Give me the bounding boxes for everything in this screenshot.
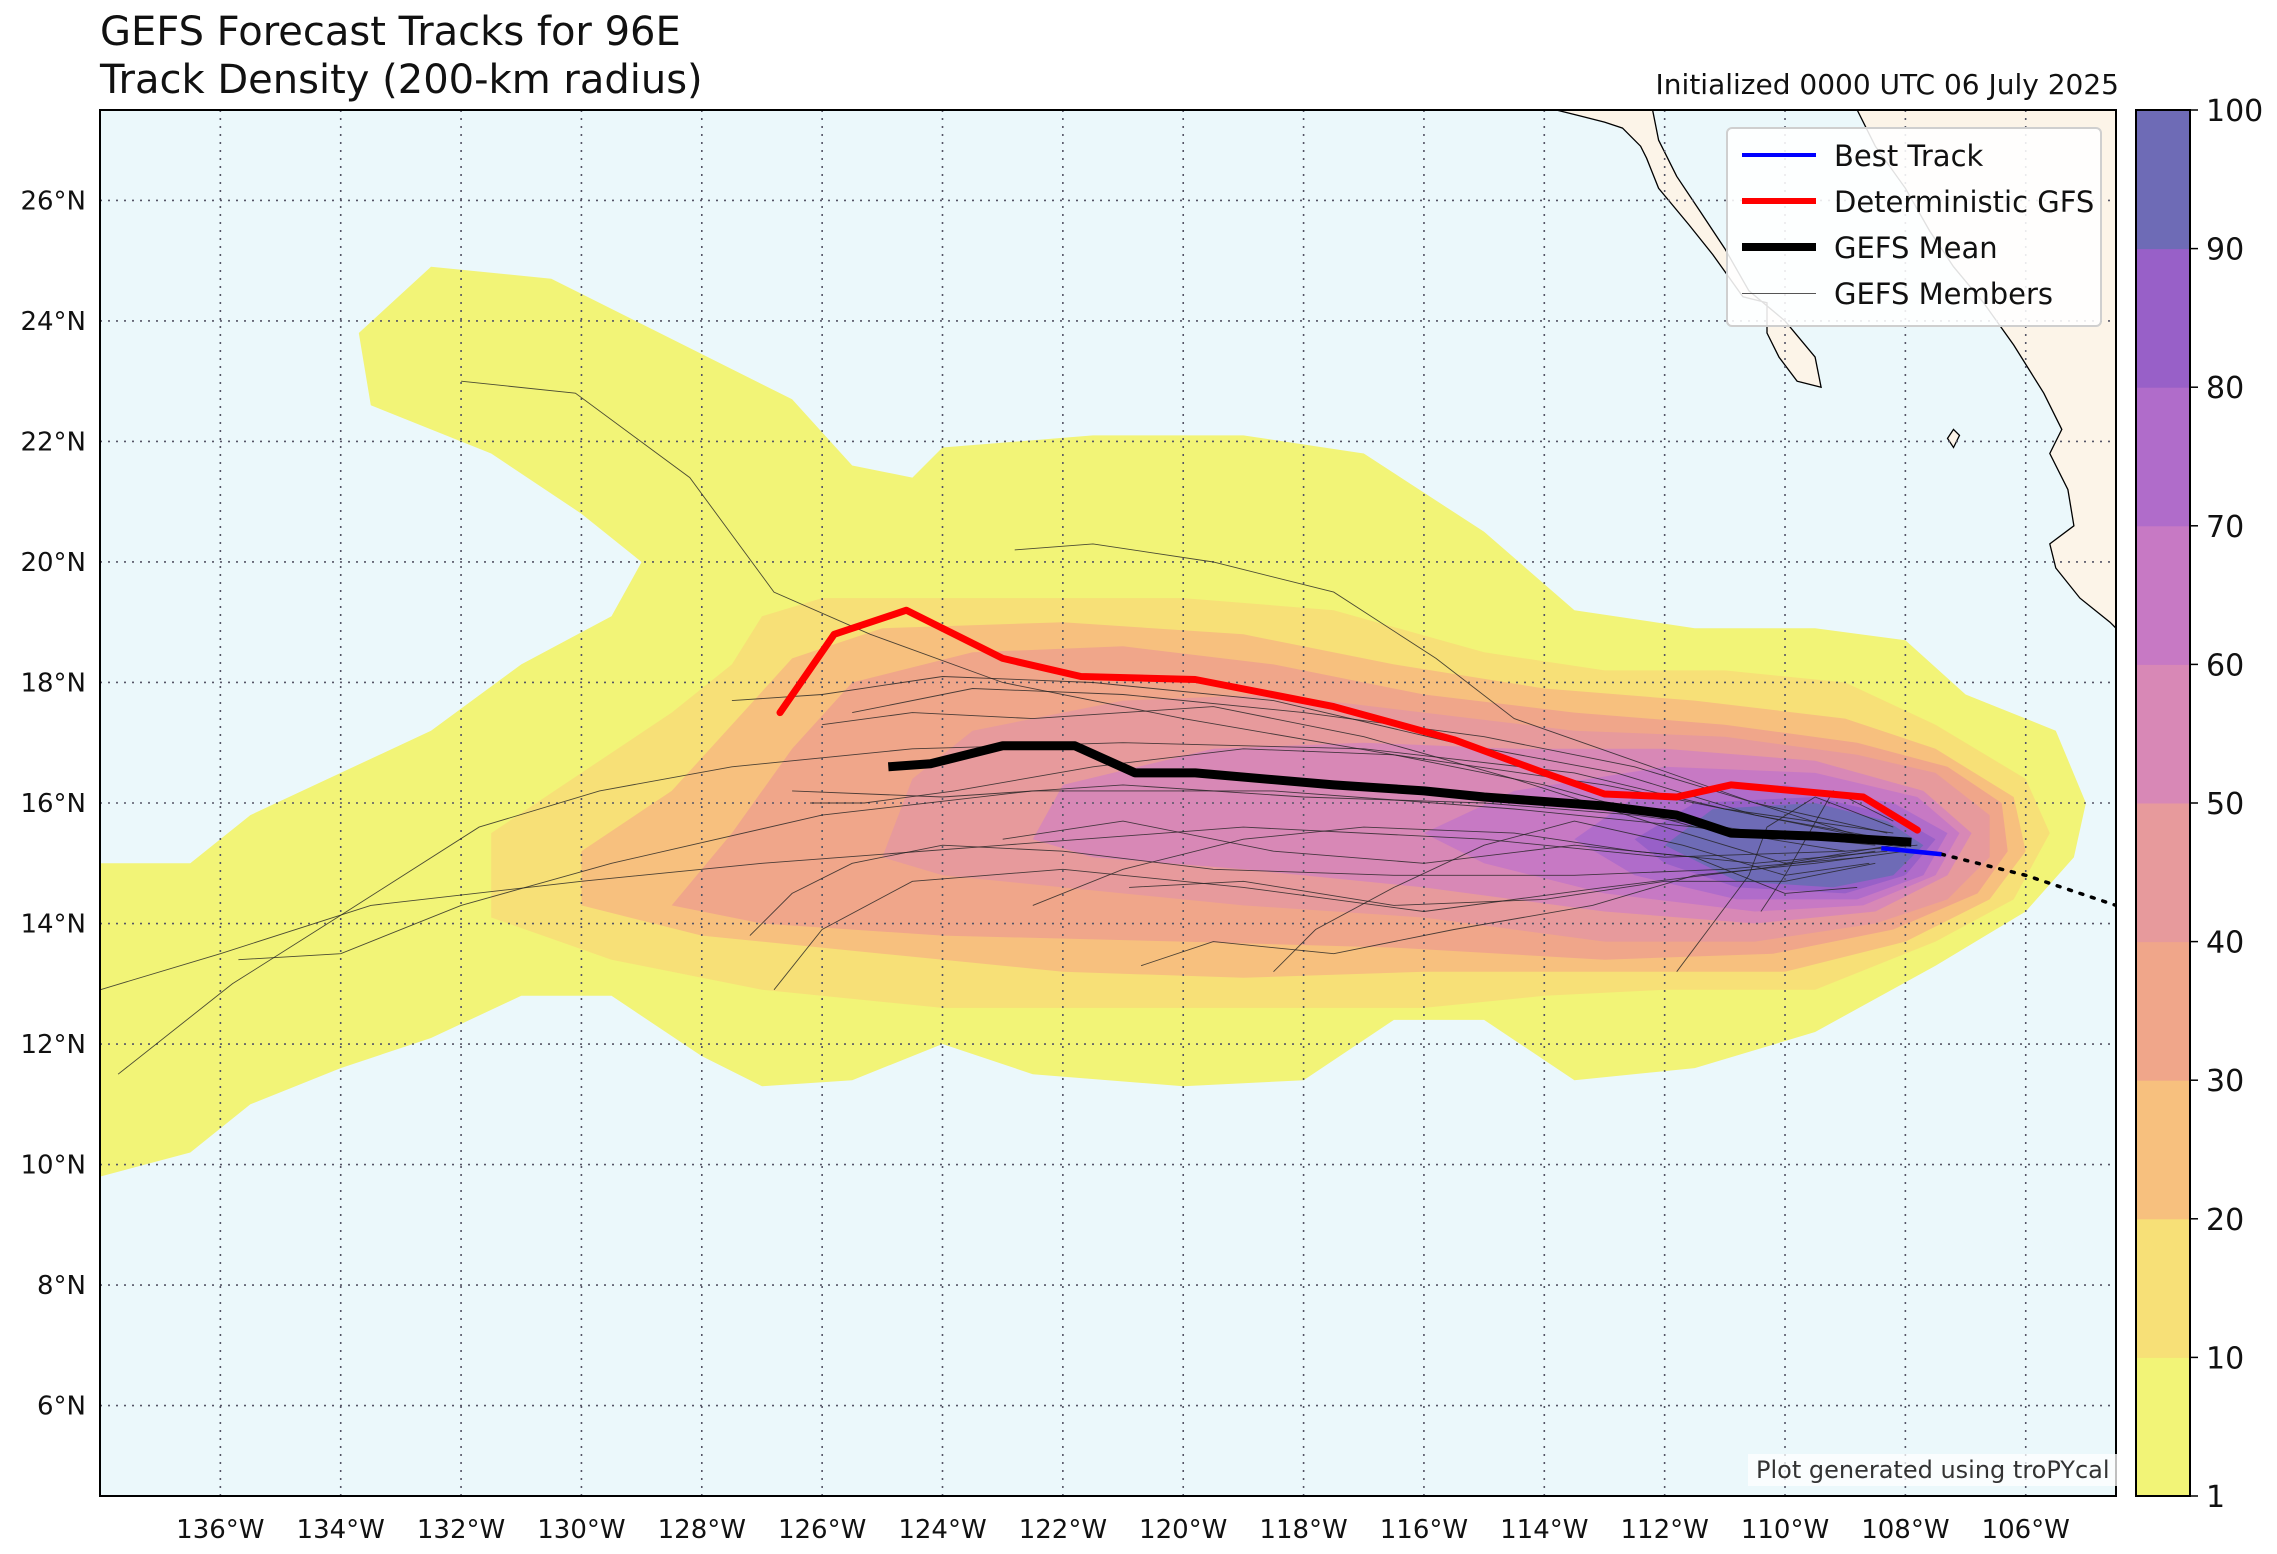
map-title: GEFS Forecast Tracks for 96E: [100, 9, 681, 55]
lon-tick-label: 134°W: [297, 1515, 385, 1545]
colorbar-label: 40: [2206, 926, 2244, 961]
colorbar-band-50: [2136, 664, 2190, 804]
lon-tick-label: 136°W: [176, 1515, 264, 1545]
colorbar-label: 20: [2206, 1203, 2244, 1238]
colorbar-label: 30: [2206, 1064, 2244, 1099]
lon-tick-label: 108°W: [1861, 1515, 1949, 1545]
colorbar-band-10: [2136, 1218, 2190, 1358]
legend-deterministic-gfs-label: Deterministic GFS: [1834, 185, 2095, 219]
lon-tick-label: 130°W: [537, 1515, 625, 1545]
lat-tick-label: 20°N: [20, 548, 86, 578]
best-track: [1881, 845, 1942, 857]
gefs-member-track-3: [238, 790, 1876, 961]
gefs-member-track-6: [749, 844, 1864, 936]
gefs-member-track-11: [1129, 862, 1876, 906]
legend-deterministic-gfs: Deterministic GFS: [1728, 183, 2100, 223]
legend: Best Track Deterministic GFS GEFS Mean G…: [1726, 127, 2102, 327]
legend-gefs-mean: GEFS Mean: [1728, 229, 2100, 269]
legend-gefs-members-label: GEFS Members: [1834, 277, 2053, 311]
lon-tick-label: 116°W: [1380, 1515, 1468, 1545]
lon-tick-label: 126°W: [778, 1515, 866, 1545]
lon-tick-label: 132°W: [417, 1515, 505, 1545]
lon-tick-label: 128°W: [658, 1515, 746, 1545]
colorbar-label: 90: [2206, 233, 2244, 268]
lat-tick-label: 22°N: [20, 427, 86, 457]
gefs-member-track-2: [100, 826, 1918, 991]
credit-text: Plot generated using troPYcal: [1748, 1454, 2118, 1486]
lat-tick-label: 12°N: [20, 1030, 86, 1060]
initialized-time: Initialized 0000 UTC 06 July 2025: [1655, 68, 2119, 101]
lat-tick-label: 6°N: [37, 1392, 86, 1422]
colorbar-band-20: [2136, 1080, 2190, 1220]
lon-tick-label: 122°W: [1019, 1515, 1107, 1545]
deterministic-gfs-track: [776, 606, 1921, 834]
gefs-member-track-9: [822, 706, 1894, 864]
colorbar-label: 1: [2206, 1480, 2225, 1515]
colorbar-band-1: [2136, 1357, 2190, 1497]
colorbar-band-60: [2136, 525, 2190, 665]
gefs-member-track-5: [731, 676, 1888, 840]
colorbar-band-90: [2136, 110, 2190, 250]
colorbar-label: 50: [2206, 787, 2244, 822]
colorbar-label: 70: [2206, 510, 2244, 545]
gefs-member-track-13: [1273, 820, 1870, 973]
tracks-layer: [776, 606, 2116, 908]
lat-tick-label: 26°N: [20, 186, 86, 216]
forecast-continuation-dotted: [1939, 852, 2116, 908]
colorbar-label: 60: [2206, 648, 2244, 683]
colorbar-label: 80: [2206, 371, 2244, 406]
legend-gefs-members: GEFS Members: [1728, 275, 2100, 315]
lat-tick-label: 10°N: [20, 1151, 86, 1181]
lat-tick-label: 16°N: [20, 789, 86, 819]
lon-tick-label: 114°W: [1500, 1515, 1588, 1545]
gefs-mean-track: [887, 741, 1912, 847]
lon-tick-label: 112°W: [1620, 1515, 1708, 1545]
lon-tick-label: 106°W: [1982, 1515, 2070, 1545]
gefs-member-track-12: [1002, 820, 1858, 894]
lat-tick-label: 18°N: [20, 668, 86, 698]
baja-california-land: [1555, 110, 1822, 389]
lat-tick-label: 14°N: [20, 910, 86, 940]
legend-best-track: Best Track: [1728, 137, 2100, 177]
gefs-member-track-16: [1032, 826, 1888, 906]
colorbar-label: 10: [2206, 1341, 2244, 1376]
lon-tick-label: 120°W: [1139, 1515, 1227, 1545]
colorbar-band-30: [2136, 941, 2190, 1081]
gefs-member-track-1: [117, 742, 1894, 1075]
legend-deterministic-gfs-swatch: [1742, 198, 1816, 204]
gefs-member-track-7: [773, 850, 1876, 991]
legend-gefs-members-swatch: [1742, 292, 1816, 294]
map-subtitle: Track Density (200-km radius): [100, 57, 703, 103]
axis-labels: 136°W 134°W 132°W 130°W 128°W 126°W 124°W 122°W…: [20, 186, 2069, 1545]
lat-tick-label: 24°N: [20, 307, 86, 337]
legend-best-track-swatch: [1742, 153, 1816, 157]
legend-gefs-mean-label: GEFS Mean: [1834, 231, 1998, 265]
colorbar-band-80: [2136, 248, 2190, 388]
lon-tick-label: 118°W: [1259, 1515, 1347, 1545]
legend-gefs-mean-swatch: [1742, 243, 1816, 251]
colorbar-label: 100: [2206, 94, 2263, 129]
colorbar-band-70: [2136, 387, 2190, 527]
lat-tick-label: 8°N: [37, 1271, 86, 1301]
lon-tick-label: 110°W: [1741, 1515, 1829, 1545]
legend-best-track-label: Best Track: [1834, 139, 1984, 173]
lon-tick-label: 124°W: [898, 1515, 986, 1545]
gefs-member-track-17: [1676, 796, 1894, 972]
island-0: [1946, 428, 1961, 449]
gefs-member-track-10: [1140, 850, 1906, 967]
colorbar: 1 10 20 30 40 50 60 70 80 90 100: [2135, 94, 2263, 1515]
colorbar-band-40: [2136, 803, 2190, 943]
map-frame: [99, 109, 2117, 1497]
